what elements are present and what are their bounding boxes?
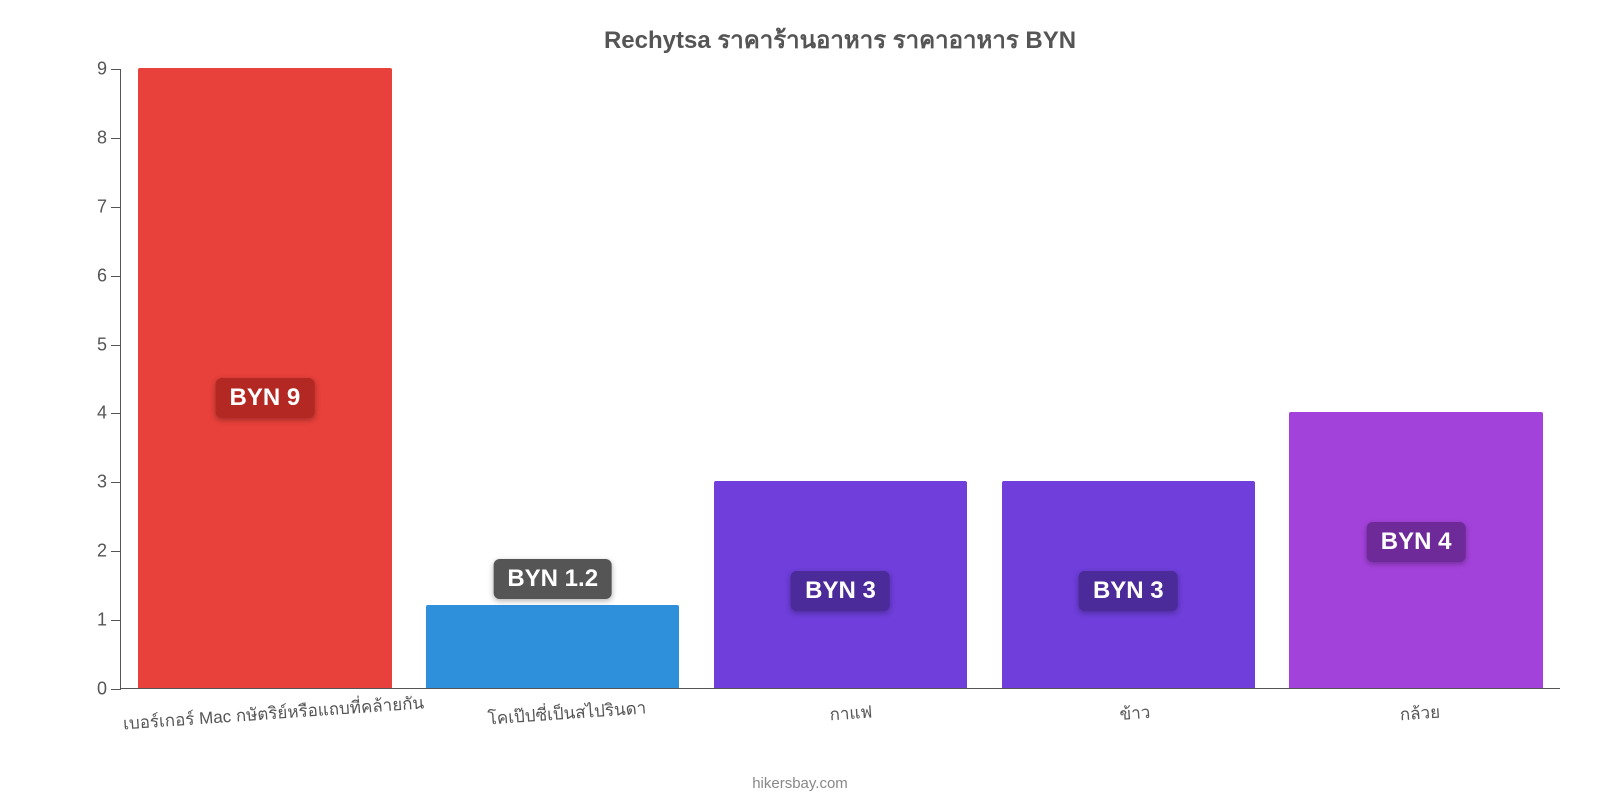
y-tick-label: 9 bbox=[97, 59, 121, 80]
y-tick-label: 7 bbox=[97, 196, 121, 217]
y-tick-label: 3 bbox=[97, 472, 121, 493]
y-tick-label: 5 bbox=[97, 334, 121, 355]
bar-value-label: BYN 4 bbox=[1367, 522, 1466, 562]
bar-value-label: BYN 3 bbox=[791, 571, 890, 611]
bar-slot: BYN 1.2 bbox=[409, 69, 697, 688]
y-tick-label: 6 bbox=[97, 265, 121, 286]
y-tick-label: 4 bbox=[97, 403, 121, 424]
bar-slot: BYN 4 bbox=[1272, 69, 1560, 688]
plot-area: BYN 9BYN 1.2BYN 3BYN 3BYN 4 เบอร์เกอร์ M… bbox=[120, 69, 1560, 689]
y-tick-label: 8 bbox=[97, 127, 121, 148]
attribution-text: hikersbay.com bbox=[752, 775, 848, 792]
y-tick-label: 2 bbox=[97, 541, 121, 562]
chart-title: Rechytsa ราคาร้านอาหาร ราคาอาหาร BYN bbox=[120, 20, 1560, 59]
bar-value-label: BYN 3 bbox=[1079, 571, 1178, 611]
y-tick-label: 1 bbox=[97, 610, 121, 631]
bar-slot: BYN 3 bbox=[697, 69, 985, 688]
x-axis-labels: เบอร์เกอร์ Mac กษัตริย์หรือแถบที่คล้ายกั… bbox=[121, 688, 1560, 727]
y-tick-label: 0 bbox=[97, 679, 121, 700]
bar: BYN 3 bbox=[714, 481, 967, 688]
bar: BYN 4 bbox=[1289, 412, 1542, 688]
bar: BYN 9 bbox=[138, 68, 391, 688]
bar-value-label: BYN 9 bbox=[216, 378, 315, 418]
bar-slot: BYN 9 bbox=[121, 69, 409, 688]
bars-group: BYN 9 BYN 1.2 BYN 3 BYN 3 BYN 4 bbox=[121, 69, 1560, 688]
chart-container: Rechytsa ราคาร้านอาหาร ราคาอาหาร BYN BYN… bbox=[0, 0, 1600, 800]
bar-slot: BYN 3 bbox=[984, 69, 1272, 688]
bar-value-label: BYN 1.2 bbox=[493, 559, 612, 599]
bar: BYN 1.2 bbox=[426, 605, 679, 688]
bar: BYN 3 bbox=[1002, 481, 1255, 688]
